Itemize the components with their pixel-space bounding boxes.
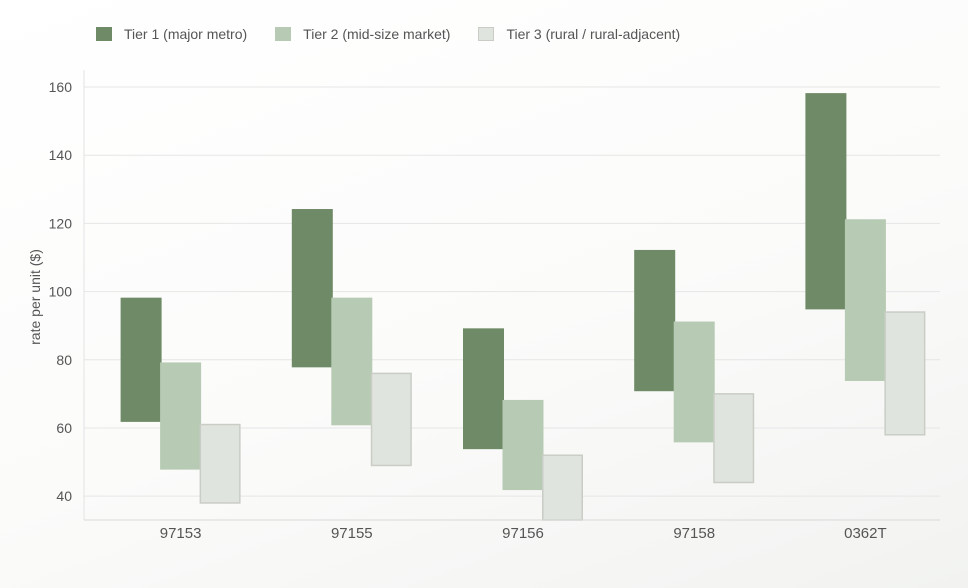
y-tick-label: 140 — [49, 147, 73, 163]
bar-0362T-tier-1[interactable] — [805, 93, 847, 310]
bar-97153-tier-1[interactable] — [120, 297, 162, 422]
legend-label-tier-3: Tier 3 (rural / rural-adjacent) — [506, 26, 681, 42]
bar-0362T-tier-2[interactable] — [844, 219, 886, 381]
y-tick-label: 120 — [49, 215, 73, 231]
bar-97155-tier-1[interactable] — [291, 209, 333, 368]
y-tick-label: 60 — [56, 420, 72, 436]
legend-swatch-tier-1 — [96, 27, 112, 41]
legend-item-tier-3[interactable]: Tier 3 (rural / rural-adjacent) — [478, 26, 680, 42]
y-tick-label: 40 — [56, 488, 72, 504]
bar-97155-tier-3[interactable] — [370, 372, 412, 467]
bar-97155-tier-2[interactable] — [331, 297, 373, 426]
bar-97158-tier-2[interactable] — [673, 321, 715, 443]
x-tick-label: 97156 — [502, 525, 544, 542]
x-tick-label: 97158 — [673, 525, 715, 542]
bar-97156-tier-3[interactable] — [542, 454, 583, 521]
legend-item-tier-2[interactable]: Tier 2 (mid-size market) — [275, 26, 450, 42]
bar-97158-tier-3[interactable] — [713, 393, 755, 484]
bar-97156-tier-1[interactable] — [463, 328, 504, 450]
legend-item-tier-1[interactable]: Tier 1 (major metro) — [96, 26, 247, 42]
legend-swatch-tier-3 — [478, 27, 495, 41]
y-tick-label: 160 — [49, 79, 73, 95]
x-tick-labels: 97153 97155 97156 97158 0362T — [160, 525, 887, 542]
bar-0362T-tier-3[interactable] — [884, 311, 926, 436]
legend-label-tier-1: Tier 1 (major metro) — [124, 26, 248, 42]
x-tick-label: 97155 — [331, 525, 373, 542]
y-tick-labels: 40 60 80 100 120 140 160 — [49, 79, 73, 504]
bar-97153-tier-3[interactable] — [199, 423, 241, 504]
bar-97153-tier-2[interactable] — [160, 362, 202, 470]
y-tick-label: 80 — [56, 352, 72, 368]
bar-97158-tier-1[interactable] — [634, 249, 676, 392]
y-tick-label: 100 — [49, 284, 73, 300]
legend-label-tier-2: Tier 2 (mid-size market) — [303, 26, 451, 42]
bar-97156-tier-2[interactable] — [502, 399, 544, 491]
x-tick-label: 0362T — [844, 525, 887, 542]
legend-swatch-tier-2 — [275, 27, 292, 41]
x-tick-label: 97153 — [160, 525, 202, 542]
y-axis-title: rate per unit ($) — [27, 249, 43, 345]
bars — [120, 93, 926, 521]
legend: Tier 1 (major metro) Tier 2 (mid-size ma… — [96, 26, 708, 42]
